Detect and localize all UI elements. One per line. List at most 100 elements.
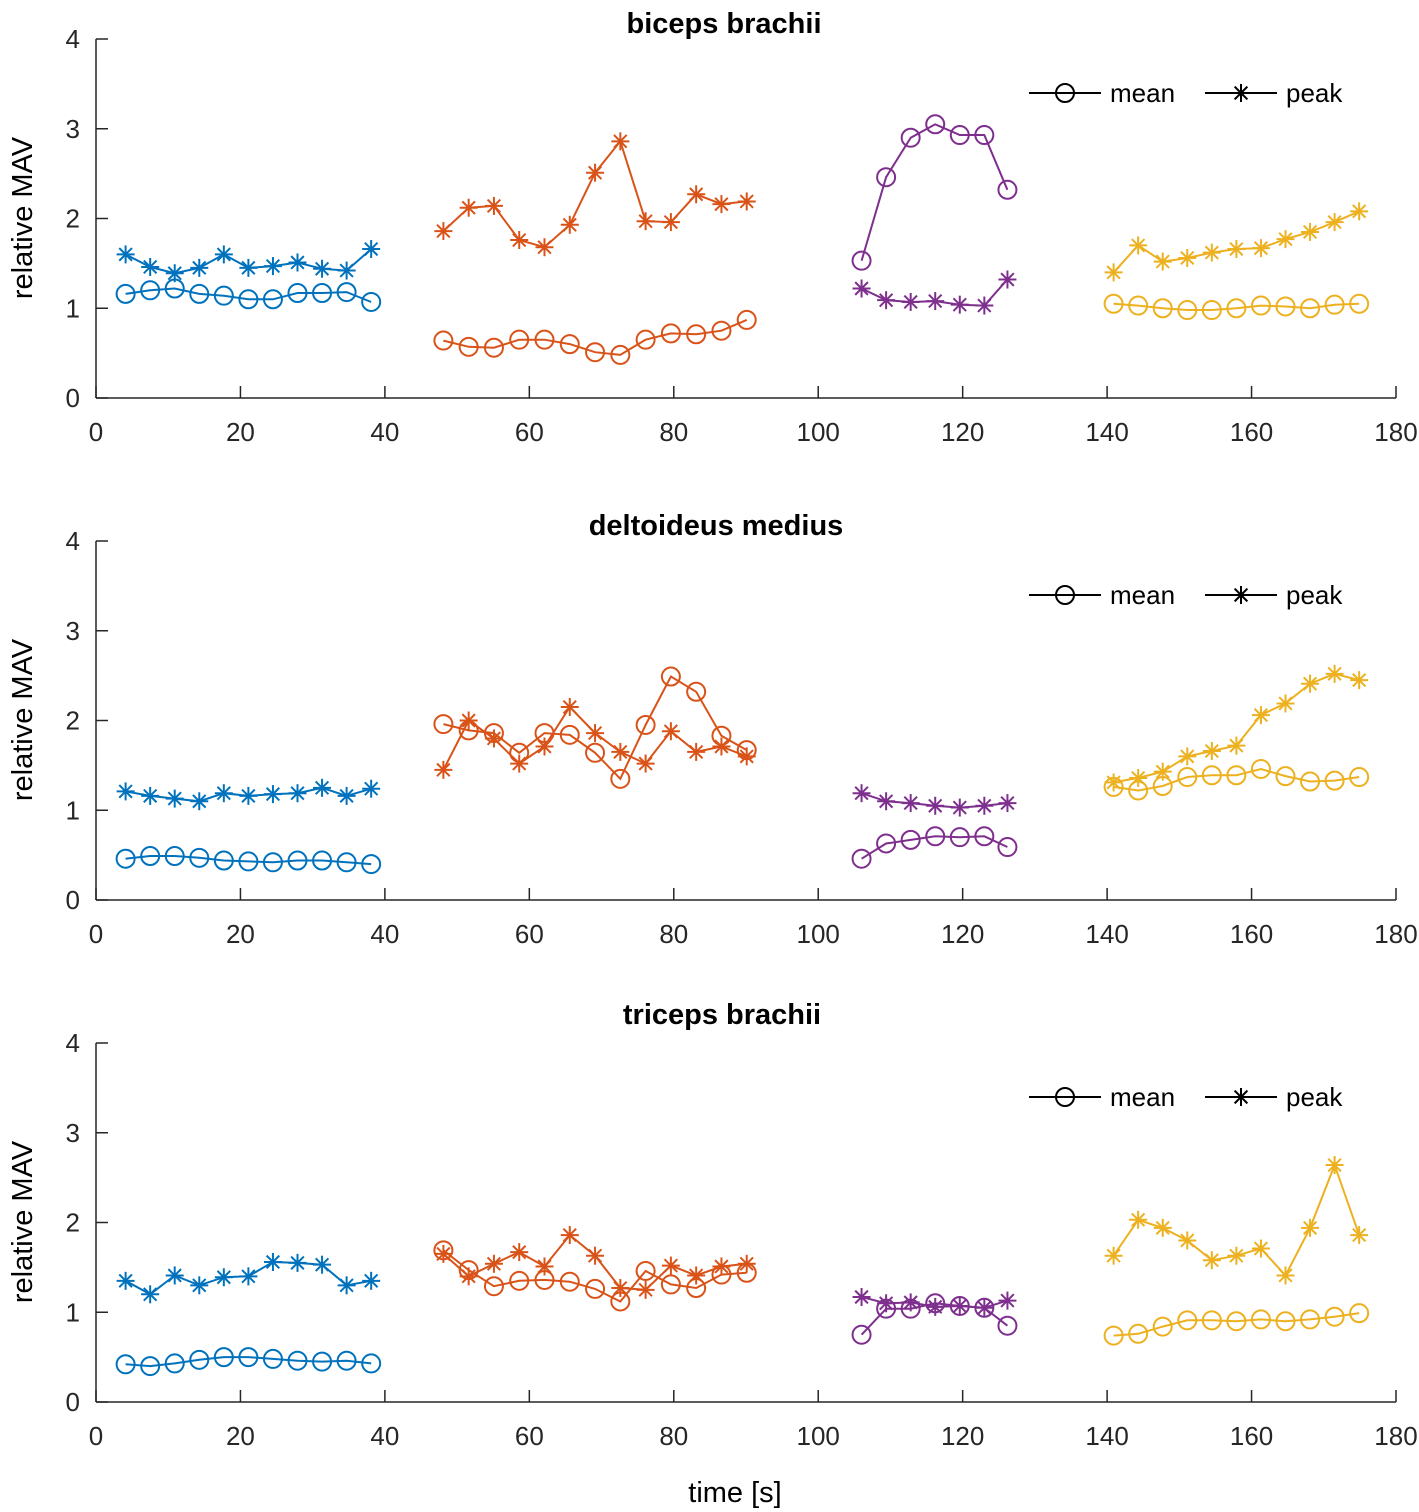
data-point-peak — [1350, 202, 1369, 221]
data-point-mean — [164, 846, 185, 867]
data-point-mean — [900, 127, 921, 148]
data-point-mean — [189, 847, 210, 868]
data-point-peak — [214, 784, 233, 803]
data-point-mean — [686, 681, 707, 702]
data-point-mean — [534, 329, 555, 350]
x-tick-label: 180 — [1374, 417, 1417, 447]
data-point-peak — [1325, 213, 1344, 232]
data-point-peak — [998, 794, 1017, 813]
data-point-peak — [926, 1297, 945, 1316]
data-point-mean — [876, 833, 897, 854]
data-point-mean — [509, 329, 530, 350]
x-tick-label: 180 — [1374, 1421, 1417, 1451]
plot-area — [115, 1156, 1370, 1377]
data-point-peak — [560, 698, 579, 717]
series-line-mean-segment-4 — [1113, 767, 1360, 792]
data-point-peak — [535, 238, 554, 257]
data-point-mean — [312, 282, 333, 303]
y-axis-label: relative MAV — [7, 136, 39, 299]
data-point-peak — [239, 258, 258, 277]
y-tick-label: 2 — [66, 1208, 80, 1238]
data-point-mean — [509, 1270, 530, 1291]
data-point-peak — [901, 794, 920, 813]
data-point-peak — [1153, 252, 1172, 271]
y-tick-label: 1 — [66, 795, 80, 825]
data-point-peak — [313, 1255, 332, 1274]
data-point-peak — [459, 1267, 478, 1286]
data-point-mean — [1250, 1309, 1271, 1330]
legend-marker-asterisk — [1232, 84, 1250, 102]
data-point-peak — [116, 782, 135, 801]
x-tick-label: 160 — [1230, 1421, 1273, 1451]
data-point-peak — [1251, 1239, 1270, 1258]
data-point-peak — [1301, 222, 1320, 241]
data-point-mean — [140, 280, 161, 301]
data-point-peak — [434, 1244, 453, 1263]
data-point-peak — [116, 245, 135, 264]
data-point-mean — [1177, 1310, 1198, 1331]
data-point-mean — [336, 282, 357, 303]
data-point-mean — [115, 283, 136, 304]
data-point-mean — [736, 309, 757, 330]
data-point-peak — [852, 279, 871, 298]
x-tick-label: 20 — [226, 1421, 255, 1451]
data-point-peak — [687, 742, 706, 761]
data-point-peak — [636, 1280, 655, 1299]
y-tick-label: 3 — [66, 616, 80, 646]
x-tick-label: 100 — [797, 1421, 840, 1451]
data-point-peak — [1276, 1266, 1295, 1285]
data-point-mean — [1275, 1311, 1296, 1332]
data-point-mean — [1177, 767, 1198, 788]
data-point-peak — [1276, 694, 1295, 713]
plot-area — [115, 664, 1370, 875]
x-tick-label: 40 — [370, 1421, 399, 1451]
data-point-mean — [361, 854, 382, 875]
x-tick-label: 140 — [1085, 417, 1128, 447]
y-tick-label: 0 — [66, 885, 80, 915]
data-point-peak — [288, 253, 307, 272]
data-point-mean — [610, 768, 631, 789]
x-tick-label: 140 — [1085, 1421, 1128, 1451]
data-point-peak — [288, 1253, 307, 1272]
x-tick-label: 80 — [659, 417, 688, 447]
data-point-mean — [1300, 771, 1321, 792]
data-point-mean — [559, 724, 580, 745]
panel-title: deltoideus medius — [589, 510, 844, 542]
data-point-peak — [901, 1293, 920, 1312]
data-point-peak — [1104, 263, 1123, 282]
data-point-peak — [263, 1252, 282, 1271]
data-point-peak — [362, 240, 381, 259]
legend-marker-circle — [1055, 83, 1075, 103]
data-point-mean — [1324, 770, 1345, 791]
data-point-peak — [852, 784, 871, 803]
series-line-mean-segment-4 — [1113, 302, 1360, 311]
data-point-peak — [687, 1266, 706, 1285]
data-point-mean — [711, 320, 732, 341]
legend-label-peak: peak — [1286, 580, 1343, 610]
data-point-mean — [851, 250, 872, 271]
data-point-mean — [262, 289, 283, 310]
data-point-peak — [926, 796, 945, 815]
data-point-mean — [312, 850, 333, 871]
data-point-mean — [660, 323, 681, 344]
data-point-mean — [312, 1351, 333, 1372]
data-point-peak — [362, 779, 381, 798]
data-point-mean — [660, 1274, 681, 1295]
data-point-mean — [1103, 1325, 1124, 1346]
data-point-peak — [852, 1287, 871, 1306]
data-point-mean — [287, 850, 308, 871]
panel-title: biceps brachii — [626, 8, 821, 40]
data-point-peak — [661, 722, 680, 741]
x-tick-label: 60 — [515, 919, 544, 949]
y-tick-label: 3 — [66, 114, 80, 144]
data-point-peak — [737, 747, 756, 766]
data-point-peak — [560, 1226, 579, 1245]
data-point-mean — [876, 167, 897, 188]
data-point-mean — [925, 826, 946, 847]
data-point-peak — [1153, 1218, 1172, 1237]
data-point-peak — [535, 1257, 554, 1276]
y-tick-label: 3 — [66, 1118, 80, 1148]
data-point-mean — [433, 714, 454, 735]
data-point-peak — [1202, 742, 1221, 761]
